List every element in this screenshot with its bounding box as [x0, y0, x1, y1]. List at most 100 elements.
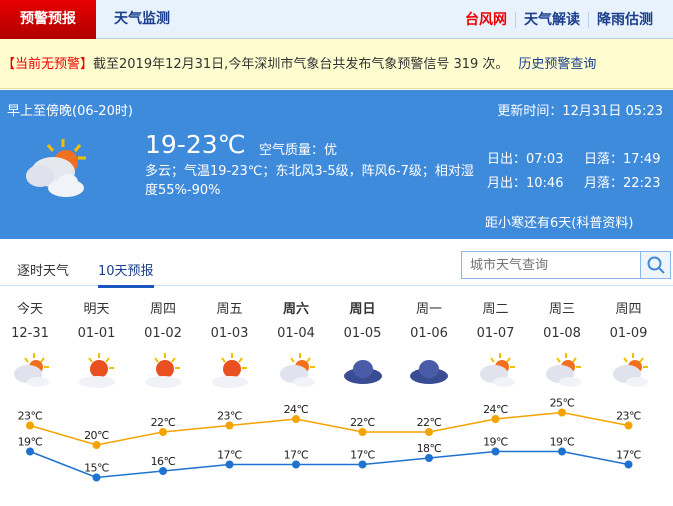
low-temp-label: 19℃	[550, 436, 575, 449]
day-date: 01-09	[609, 326, 648, 341]
sunset: 日落：17:49	[584, 152, 661, 167]
low-temp-point	[491, 447, 500, 456]
day-name: 周六	[282, 302, 309, 317]
forecast-day: 周四 01-09	[596, 298, 662, 392]
temperature-chart: 23℃ 20℃ 22℃ 23℃ 24℃ 22℃ 22℃ 24℃ 25℃ 23℃ 19℃ 15℃ 16℃ 1…	[18, 397, 642, 482]
city-search-input[interactable]	[462, 252, 640, 278]
link-rain-estimate[interactable]: 降雨估测	[588, 12, 661, 28]
day-name: 今天	[16, 302, 43, 317]
day-date: 01-03	[210, 326, 249, 341]
low-temp-point	[558, 447, 566, 456]
low-temp-point	[425, 454, 433, 462]
forecast-day: 周四 01-02	[130, 298, 196, 392]
weather-desc: 多云；气温19-23℃；东北风3-5级，阵风6-7级；相对湿度55%-90%	[145, 164, 474, 198]
high-temp-point	[558, 408, 566, 417]
high-temp-point	[624, 421, 633, 430]
low-temp-point	[624, 460, 633, 469]
moonrise: 月出：10:46	[487, 176, 564, 191]
day-date: 01-07	[476, 326, 515, 341]
high-temp-point	[425, 428, 433, 436]
city-search	[461, 251, 671, 279]
day-name: 周日	[349, 302, 376, 317]
day-name: 周一	[415, 302, 442, 317]
today-panel: 早上至傍晚(06-20时) 更新时间：12月31日 05:23 19-23℃ 空…	[0, 90, 673, 239]
high-temp-label: 22℃	[350, 416, 375, 429]
day-date: 01-04	[277, 326, 315, 341]
link-typhoon[interactable]: 台风网	[465, 12, 507, 28]
day-date: 01-05	[343, 326, 382, 341]
day-name: 周四	[615, 302, 642, 317]
forecast-day: 明天 01-01	[64, 298, 130, 392]
high-temp-point	[292, 415, 300, 423]
high-temp-label: 24℃	[284, 403, 309, 416]
search-button[interactable]	[640, 252, 670, 278]
high-temp-point	[358, 428, 367, 436]
sunny-cloud-icon	[78, 353, 115, 388]
low-temp-label: 17℃	[217, 449, 242, 462]
day-name: 明天	[83, 302, 110, 317]
high-temp-point	[159, 428, 167, 436]
high-temp-point	[225, 421, 234, 430]
day-name: 周四	[149, 302, 176, 317]
forecast-day: 周一 01-06	[396, 298, 462, 392]
top-nav: 预警预报 天气监测 台风网 天气解读 降雨估测	[0, 0, 673, 39]
low-temp-point	[26, 447, 34, 456]
solar-term-link[interactable]: 距小寒还有6天(科普资料)	[485, 216, 634, 231]
high-temp-label: 20℃	[84, 429, 109, 442]
forecast-day: 周三 01-08	[529, 298, 595, 392]
high-temp-label: 22℃	[417, 416, 442, 429]
tab-10day[interactable]: 10天预报	[98, 260, 154, 288]
forecast-day: 周日 01-05	[330, 298, 396, 392]
low-temp-label: 17℃	[616, 449, 641, 462]
low-temp-label: 17℃	[350, 449, 375, 462]
high-temp-label: 23℃	[18, 410, 43, 423]
air-quality-label: 空气质量：	[259, 143, 325, 158]
low-temp-point	[292, 460, 300, 469]
warning-status: 【当前无预警】	[2, 57, 94, 72]
moonset: 月落：22:23	[584, 176, 661, 191]
link-weather-analysis[interactable]: 天气解读	[515, 12, 588, 28]
high-temp-point	[92, 441, 101, 449]
sunny-cloud-icon	[211, 353, 248, 388]
tab-hourly[interactable]: 逐时天气	[17, 264, 70, 279]
day-name: 周三	[548, 302, 575, 317]
forecast-day: 周六 01-04	[263, 298, 329, 392]
day-date: 01-02	[144, 326, 182, 341]
day-date: 01-01	[77, 326, 116, 341]
low-temp-label: 19℃	[18, 436, 43, 449]
day-name: 周五	[216, 302, 243, 317]
tab-weather-monitor[interactable]: 天气监测	[114, 11, 170, 27]
cloudy-sun-icon	[546, 353, 581, 387]
low-temp-point	[358, 460, 367, 469]
update-time: 更新时间：12月31日 05:23	[497, 104, 663, 119]
tab-warning-forecast[interactable]: 预警预报	[0, 0, 96, 39]
high-temp-line	[29, 411, 629, 446]
high-temp-label: 23℃	[217, 410, 242, 423]
high-temp-label: 23℃	[616, 410, 641, 423]
overcast-icon	[343, 360, 382, 384]
high-temp-label: 25℃	[550, 397, 575, 410]
high-temp-label: 22℃	[151, 416, 176, 429]
temp-range: 19-23℃	[145, 130, 246, 159]
day-date: 01-08	[543, 326, 581, 341]
low-temp-point	[92, 473, 101, 482]
low-temp-label: 16℃	[151, 455, 176, 468]
day-name: 周二	[482, 302, 509, 317]
low-temp-label: 19℃	[483, 436, 508, 449]
low-temp-line	[29, 450, 629, 479]
forecast-day: 周二 01-07	[463, 298, 529, 392]
sunny-cloud-icon	[145, 353, 181, 388]
history-warning-link[interactable]: 历史预警查询	[518, 57, 597, 72]
cloudy-sun-icon	[280, 353, 315, 387]
low-temp-point	[225, 460, 234, 469]
day-date: 01-06	[410, 326, 448, 341]
day-date: 12-31	[11, 326, 49, 341]
low-temp-label: 15℃	[84, 462, 109, 475]
high-temp-label: 24℃	[483, 403, 508, 416]
forecast-tabs: 逐时天气 10天预报	[0, 239, 673, 288]
high-temp-point	[491, 415, 500, 423]
cloudy-sun-icon	[612, 353, 648, 387]
partly-cloudy-icon	[26, 139, 86, 197]
period: 早上至傍晚(06-20时)	[7, 104, 133, 119]
high-temp-point	[26, 421, 34, 430]
